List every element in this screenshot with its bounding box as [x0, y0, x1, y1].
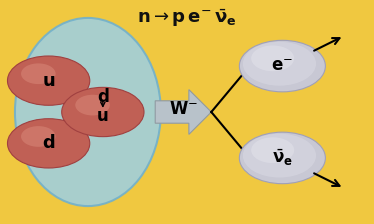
Circle shape — [251, 45, 294, 71]
Circle shape — [7, 56, 90, 105]
Text: $\mathbf{e}^{-}$: $\mathbf{e}^{-}$ — [272, 57, 293, 75]
Circle shape — [239, 132, 325, 184]
Text: u: u — [97, 108, 109, 125]
Circle shape — [21, 126, 56, 147]
Circle shape — [239, 40, 325, 92]
Circle shape — [75, 95, 110, 115]
Circle shape — [62, 87, 144, 137]
Ellipse shape — [15, 18, 161, 206]
Text: d: d — [97, 88, 109, 106]
Circle shape — [243, 42, 316, 86]
FancyArrow shape — [155, 90, 211, 134]
Text: $\mathbf{W}^{-}$: $\mathbf{W}^{-}$ — [169, 100, 198, 118]
Text: d: d — [42, 134, 55, 152]
Circle shape — [7, 119, 90, 168]
Text: $\mathbf{n} \rightarrow \mathbf{p}\,\mathbf{e}^{-}\,\bar{\mathbf{\nu}}_{\mathbf{: $\mathbf{n} \rightarrow \mathbf{p}\,\mat… — [137, 7, 237, 29]
Circle shape — [251, 137, 294, 163]
Circle shape — [243, 134, 316, 177]
Text: u: u — [42, 72, 55, 90]
Text: $\bar{\mathbf{\nu}}_{\mathbf{e}}$: $\bar{\mathbf{\nu}}_{\mathbf{e}}$ — [272, 148, 293, 168]
Circle shape — [21, 63, 56, 84]
